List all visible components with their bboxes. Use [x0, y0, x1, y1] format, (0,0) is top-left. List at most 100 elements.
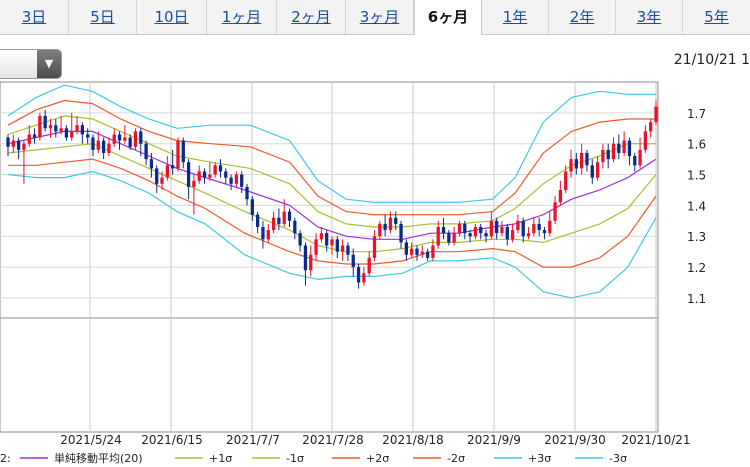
tab-3-years[interactable]: 3年: [616, 0, 683, 34]
x-tick-label: 2021/10/21: [621, 433, 690, 447]
candle-body: [372, 236, 377, 258]
candle-body: [314, 239, 318, 255]
candle-body: [548, 220, 552, 234]
candle-body: [473, 226, 478, 237]
candle-body: [441, 226, 446, 234]
bollinger-chart: 1.1 1.2 1.3 1.4 1.5 1.6 1.7 2021/5/24 2021/6/15 2…: [0, 81, 706, 465]
candle-body: [425, 251, 430, 258]
indicator-select[interactable]: ▼: [0, 49, 62, 79]
candle-body: [649, 122, 653, 132]
chevron-down-icon[interactable]: ▼: [37, 50, 61, 78]
candle-body: [64, 128, 69, 138]
candle-body: [569, 159, 573, 172]
tab-2-months[interactable]: 2ヶ月: [277, 0, 346, 34]
candle-body: [59, 128, 63, 132]
candle-body: [601, 149, 605, 163]
candle-body: [165, 165, 169, 178]
candle-body: [611, 143, 616, 160]
candle-body: [43, 115, 47, 129]
tab-5-days[interactable]: 5日: [69, 0, 137, 34]
candle-body: [16, 140, 21, 150]
candle-body: [101, 140, 106, 153]
legend-label: +2σ: [366, 452, 389, 465]
candle-body: [617, 143, 621, 153]
candle-body: [144, 143, 148, 160]
candle-body: [6, 137, 10, 147]
band-line-sigma1: [7, 115, 656, 228]
candle-body: [542, 230, 547, 234]
candle-body: [330, 239, 334, 246]
lower-panel-frame: [0, 317, 659, 433]
band-line-sigma2: [7, 99, 656, 216]
candle-body: [240, 174, 244, 187]
band-line-sigma1: [7, 143, 657, 253]
candle-body: [107, 143, 111, 153]
legend-label: -1σ: [286, 452, 304, 465]
candle-body: [309, 254, 313, 271]
candle-body: [516, 220, 520, 231]
candle-body: [80, 125, 85, 135]
candle-body: [383, 223, 387, 231]
candle-body: [282, 211, 286, 224]
tab-5-years[interactable]: 5年: [704, 8, 729, 26]
tab-1-month[interactable]: 1ヶ月: [207, 0, 277, 34]
candle-body: [325, 233, 329, 246]
candle-body: [261, 226, 265, 240]
candle-body: [218, 165, 223, 172]
candle-body: [415, 248, 419, 255]
candle-body: [298, 233, 302, 246]
tab-3-days[interactable]: 3日: [0, 0, 69, 34]
candle-body: [595, 162, 600, 178]
candle-body: [574, 159, 578, 169]
y-tick-label: 1.3: [687, 230, 706, 244]
tab-3-months[interactable]: 3ヶ月: [346, 0, 414, 34]
candle-body: [271, 217, 276, 231]
candle-body: [250, 199, 254, 215]
candle-body: [564, 171, 568, 190]
tab-6-months[interactable]: 6ヶ月: [414, 0, 482, 35]
candle-body: [489, 220, 493, 237]
candle-body: [356, 267, 361, 283]
candle-body: [500, 226, 504, 234]
candle-body: [431, 245, 435, 258]
candle-body: [75, 125, 79, 132]
candle-body: [293, 220, 297, 234]
candle-body: [128, 137, 132, 147]
candle-body: [266, 230, 270, 240]
candle-body: [452, 233, 456, 243]
candle-body: [579, 152, 584, 169]
band-line-sigma3: [7, 84, 656, 203]
date-readout: 21/10/21 1: [673, 52, 750, 68]
candle-body: [149, 159, 154, 169]
x-tick-label: 2021/9/9: [467, 433, 521, 447]
candle-body: [399, 223, 403, 243]
tab-1-year[interactable]: 1年: [482, 0, 549, 34]
candle-body: [202, 171, 207, 178]
candle-body: [133, 131, 138, 147]
band-line-ma: [7, 130, 657, 240]
tab-10-days[interactable]: 10日: [137, 0, 207, 34]
candle-body: [48, 125, 53, 129]
legend-label: -3σ: [609, 452, 627, 465]
candle-body: [91, 137, 95, 150]
candle-body: [404, 242, 409, 255]
legend-label: 単純移動平均(20): [54, 451, 143, 465]
candle-body: [346, 245, 350, 255]
x-tick-label: 2021/7/7: [226, 433, 280, 447]
candle-body: [558, 189, 563, 203]
candle-body: [11, 140, 15, 147]
legend-prefix: 2:: [0, 452, 11, 465]
tab-2-years[interactable]: 2年: [549, 0, 616, 34]
candle-body: [123, 137, 127, 141]
y-tick-label: 1.2: [687, 261, 706, 275]
candle-body: [537, 223, 541, 231]
candle-body: [436, 226, 440, 246]
y-tick-label: 1.4: [687, 199, 706, 213]
legend-label: +1σ: [209, 452, 232, 465]
band-line-sigma3: [7, 170, 657, 299]
candle-body: [378, 223, 382, 237]
candle-body: [638, 149, 642, 166]
candle-body: [96, 140, 100, 150]
y-tick-label: 1.6: [687, 138, 706, 152]
candle-body: [186, 162, 191, 187]
